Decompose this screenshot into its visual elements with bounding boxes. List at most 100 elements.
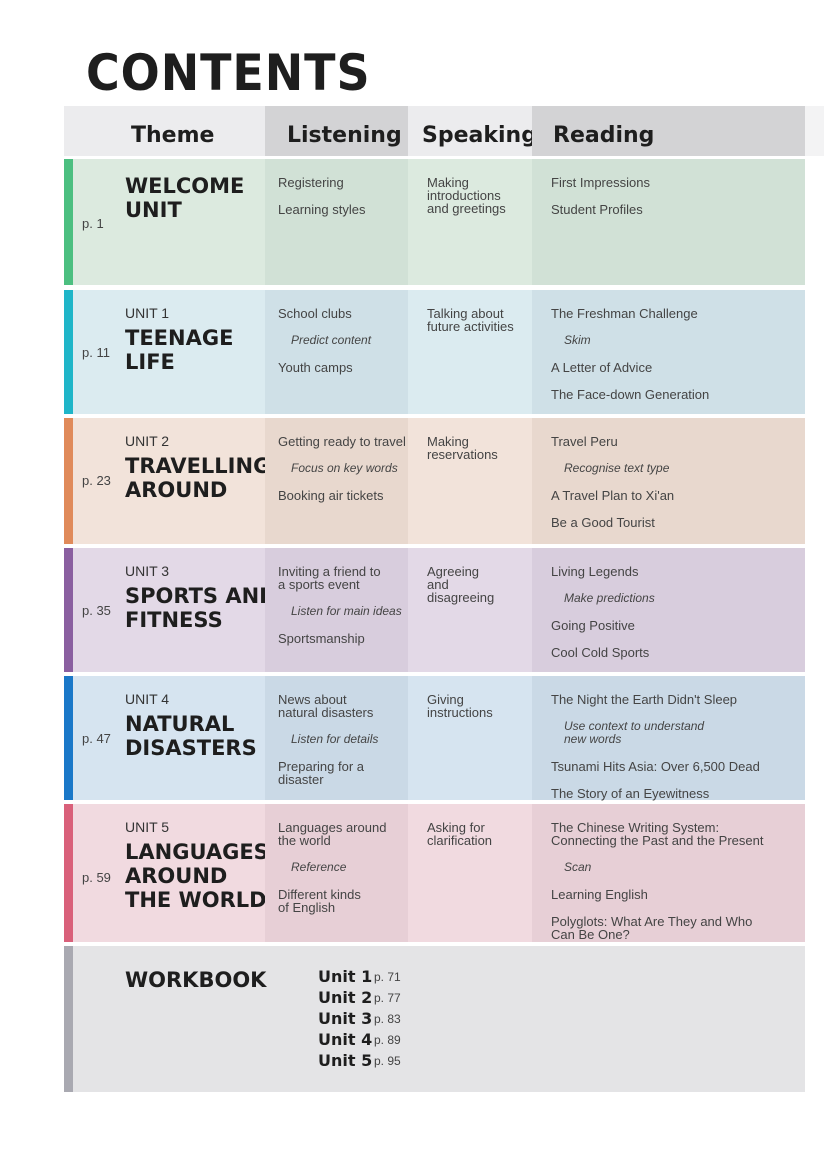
listening-cell: Getting ready to travel Focus on key word… (265, 418, 408, 544)
contents-row: p. 59 UNIT 5 LANGUAGES AROUND THE WORLD Lan… (64, 804, 805, 942)
listening-cell: Languages around the world Reference Diffe… (265, 804, 408, 942)
contents-row: p. 1 WELCOME UNIT Registering Learning styl… (64, 159, 805, 285)
reading-cell: The Chinese Writing System: Connecting t… (532, 804, 805, 942)
reading-item[interactable]: Polyglots: What Are They and Who Can Be … (551, 914, 753, 942)
workbook-page: p. 95 (374, 1054, 401, 1068)
speaking-item[interactable]: Agreeing and disagreeing (427, 564, 495, 605)
contents-row: p. 35 UNIT 3 SPORTS AND FITNESS Inviting a … (64, 548, 805, 672)
workbook-title: WORKBOOK (125, 968, 267, 992)
workbook-page: p. 71 (374, 970, 401, 984)
workbook-page: p. 89 (374, 1033, 401, 1047)
reading-item[interactable]: The Face-down Generation (551, 387, 710, 402)
workbook-row: WORKBOOK Unit 1 p. 71 Unit 2 p. 77 Unit 3 p. … (64, 946, 805, 1092)
reading-cell: The Night the Earth Didn't Sleep Use cont… (532, 676, 805, 800)
speaking-item[interactable]: Asking for clarification (427, 820, 493, 848)
speaking-cell: Making introductions and greetings (408, 159, 532, 285)
listening-item[interactable]: School clubs (278, 306, 352, 321)
header-speaking: Speaking (408, 106, 537, 156)
skill-item[interactable]: Listen for main ideas (291, 604, 402, 618)
speaking-item[interactable]: Talking about future activities (427, 306, 514, 334)
reading-item[interactable]: Going Positive (551, 618, 635, 633)
reading-item[interactable]: Living Legends (551, 564, 639, 579)
accent-bar (64, 418, 73, 544)
workbook-unit[interactable]: Unit 1 (318, 967, 373, 986)
skill-item[interactable]: Make predictions (564, 591, 655, 605)
skill-item[interactable]: Recognise text type (564, 461, 670, 475)
workbook-unit[interactable]: Unit 3 (318, 1009, 373, 1028)
listening-item[interactable]: Preparing for a disaster (278, 759, 364, 787)
header-listening: Listening (265, 106, 408, 156)
reading-item[interactable]: A Letter of Advice (551, 360, 653, 375)
reading-item[interactable]: Travel Peru (551, 434, 618, 449)
speaking-cell: Giving instructions (408, 676, 532, 800)
listening-item[interactable]: Booking air tickets (278, 488, 384, 503)
reading-item[interactable]: First Impressions (551, 175, 650, 190)
contents-row: p. 23 UNIT 2 TRAVELLING AROUND Getting read… (64, 418, 805, 544)
speaking-cell: Talking about future activities (408, 290, 532, 414)
unit-title: SPORTS AND FITNESS (125, 584, 277, 632)
accent-bar (64, 159, 73, 285)
contents-row: p. 47 UNIT 4 NATURAL DISASTERS News about n… (64, 676, 805, 800)
reading-item[interactable]: Be a Good Tourist (551, 515, 655, 530)
accent-bar (64, 676, 73, 800)
listening-item[interactable]: Registering (278, 175, 344, 190)
page-number: p. 23 (82, 473, 111, 488)
listening-item[interactable]: Different kinds of English (278, 887, 361, 915)
workbook-accent-bar (64, 946, 73, 1092)
skill-item[interactable]: Listen for details (291, 732, 379, 746)
speaking-item[interactable]: Making reservations (427, 434, 498, 462)
accent-bar (64, 804, 73, 942)
unit-title: WELCOME UNIT (125, 174, 245, 222)
page-number: p. 59 (82, 870, 111, 885)
listening-item[interactable]: Learning styles (278, 202, 366, 217)
unit-title: TEENAGE LIFE (125, 326, 234, 374)
workbook-page: p. 83 (374, 1012, 401, 1026)
speaking-cell: Making reservations (408, 418, 532, 544)
page-number: p. 11 (82, 345, 110, 360)
reading-item[interactable]: The Night the Earth Didn't Sleep (551, 692, 738, 707)
workbook-unit[interactable]: Unit 5 (318, 1051, 373, 1070)
skill-item[interactable]: Focus on key words (291, 461, 398, 475)
reading-item[interactable]: The Chinese Writing System: Connecting t… (551, 820, 764, 848)
listening-item[interactable]: Inviting a friend to a sports event (278, 564, 381, 592)
speaking-cell: Agreeing and disagreeing (408, 548, 532, 672)
listening-item[interactable]: Sportsmanship (278, 631, 365, 646)
reading-item[interactable]: The Freshman Challenge (551, 306, 698, 321)
speaking-cell: Asking for clarification (408, 804, 532, 942)
reading-item[interactable]: Cool Cold Sports (551, 645, 650, 660)
skill-item[interactable]: Skim (564, 333, 591, 347)
listening-item[interactable]: Youth camps (278, 360, 353, 375)
listening-item[interactable]: Getting ready to travel (278, 434, 406, 449)
skill-item[interactable]: Reference (291, 860, 347, 874)
unit-title: TRAVELLING AROUND (125, 454, 271, 502)
speaking-item[interactable]: Making introductions and greetings (427, 175, 506, 216)
reading-item[interactable]: A Travel Plan to Xi'an (551, 488, 675, 503)
contents-row: p. 11 UNIT 1 TEENAGE LIFE School clubs Predi… (64, 290, 805, 414)
skill-item[interactable]: Predict content (291, 333, 372, 347)
reading-item[interactable]: Student Profiles (551, 202, 643, 217)
header-reading: Reading (532, 106, 805, 156)
unit-label: UNIT 2 (125, 433, 170, 449)
listening-item[interactable]: News about natural disasters (278, 692, 374, 720)
reading-item[interactable]: The Story of an Eyewitness (551, 786, 710, 801)
reading-cell: Travel Peru Recognise text type A Travel P… (532, 418, 805, 544)
reading-cell: The Freshman Challenge Skim A Letter of Ad… (532, 290, 805, 414)
page-title: CONTENTS (86, 44, 371, 102)
listening-cell: News about natural disasters Listen for d… (265, 676, 408, 800)
header-theme: Theme (64, 106, 265, 156)
reading-item[interactable]: Tsunami Hits Asia: Over 6,500 Dead (551, 759, 760, 774)
unit-label: UNIT 5 (125, 819, 170, 835)
listening-cell: Inviting a friend to a sports event Liste… (265, 548, 408, 672)
skill-item[interactable]: Use context to understand new words (564, 719, 705, 746)
workbook-unit[interactable]: Unit 4 (318, 1030, 373, 1049)
workbook-unit[interactable]: Unit 2 (318, 988, 373, 1007)
listening-cell: School clubs Predict content Youth camps (265, 290, 408, 414)
listening-cell: Registering Learning styles (265, 159, 408, 285)
reading-cell: Living Legends Make predictions Going Posi… (532, 548, 805, 672)
speaking-item[interactable]: Giving instructions (427, 692, 493, 720)
skill-item[interactable]: Scan (564, 860, 592, 874)
header-edge (805, 106, 824, 156)
listening-item[interactable]: Languages around the world (278, 820, 387, 848)
reading-item[interactable]: Learning English (551, 887, 648, 902)
reading-cell: First Impressions Student Profiles (532, 159, 805, 285)
